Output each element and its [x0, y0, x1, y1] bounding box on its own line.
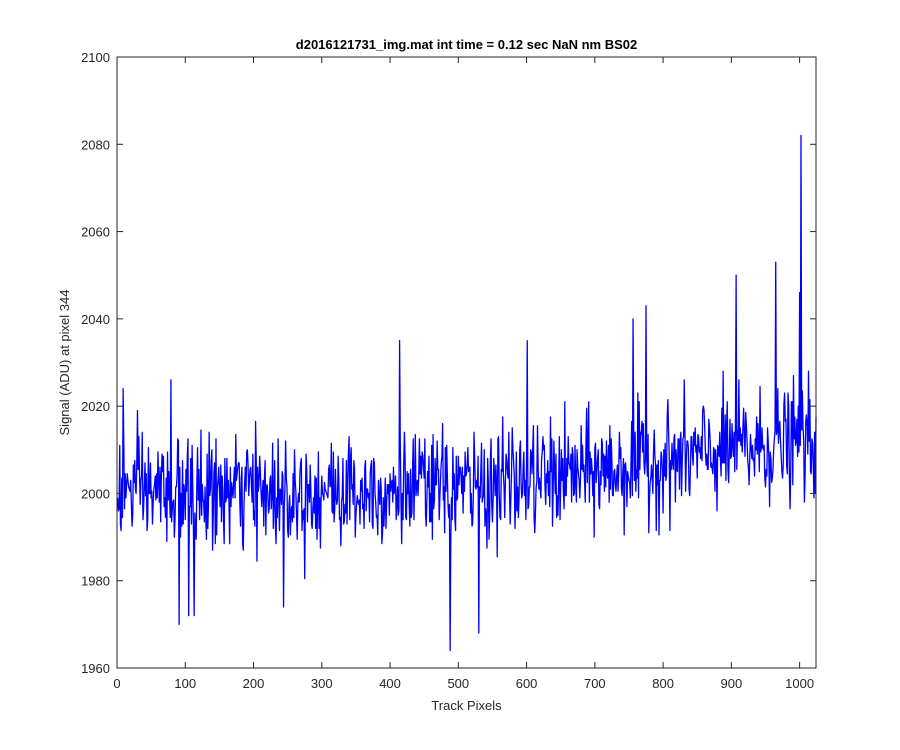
- y-tick-label: 2000: [81, 486, 110, 501]
- y-tick-label: 2060: [81, 225, 110, 240]
- y-tick-label: 1980: [81, 574, 110, 589]
- x-tick-label: 100: [174, 676, 196, 691]
- x-tick-label: 900: [721, 676, 743, 691]
- axes-box: [116, 56, 817, 669]
- x-tick-label: 800: [652, 676, 674, 691]
- y-tick-label: 1960: [81, 661, 110, 676]
- x-tick-label: 1000: [785, 676, 814, 691]
- y-tick-label: 2020: [81, 399, 110, 414]
- y-tick-label: 2080: [81, 137, 110, 152]
- plot-area: [117, 57, 816, 668]
- series-line: [117, 134, 817, 652]
- y-tick-label: 2040: [81, 312, 110, 327]
- y-tick-label: 2100: [81, 50, 110, 65]
- x-tick-label: 400: [379, 676, 401, 691]
- chart-title: d2016121731_img.mat int time = 0.12 sec …: [296, 37, 637, 52]
- x-axis-label: Track Pixels: [431, 698, 502, 713]
- x-tick-label: 200: [243, 676, 265, 691]
- x-tick-label: 600: [516, 676, 538, 691]
- series-layer: [117, 134, 817, 652]
- x-tick-label: 500: [447, 676, 469, 691]
- x-tick-label: 700: [584, 676, 606, 691]
- x-tick-label: 0: [113, 676, 120, 691]
- x-tick-label: 300: [311, 676, 333, 691]
- y-axis-label: Signal (ADU) at pixel 344: [57, 290, 72, 436]
- tick-layer: 0 100 200 300 400 500 600 700 800 900 1000 1960 1980…: [81, 50, 816, 691]
